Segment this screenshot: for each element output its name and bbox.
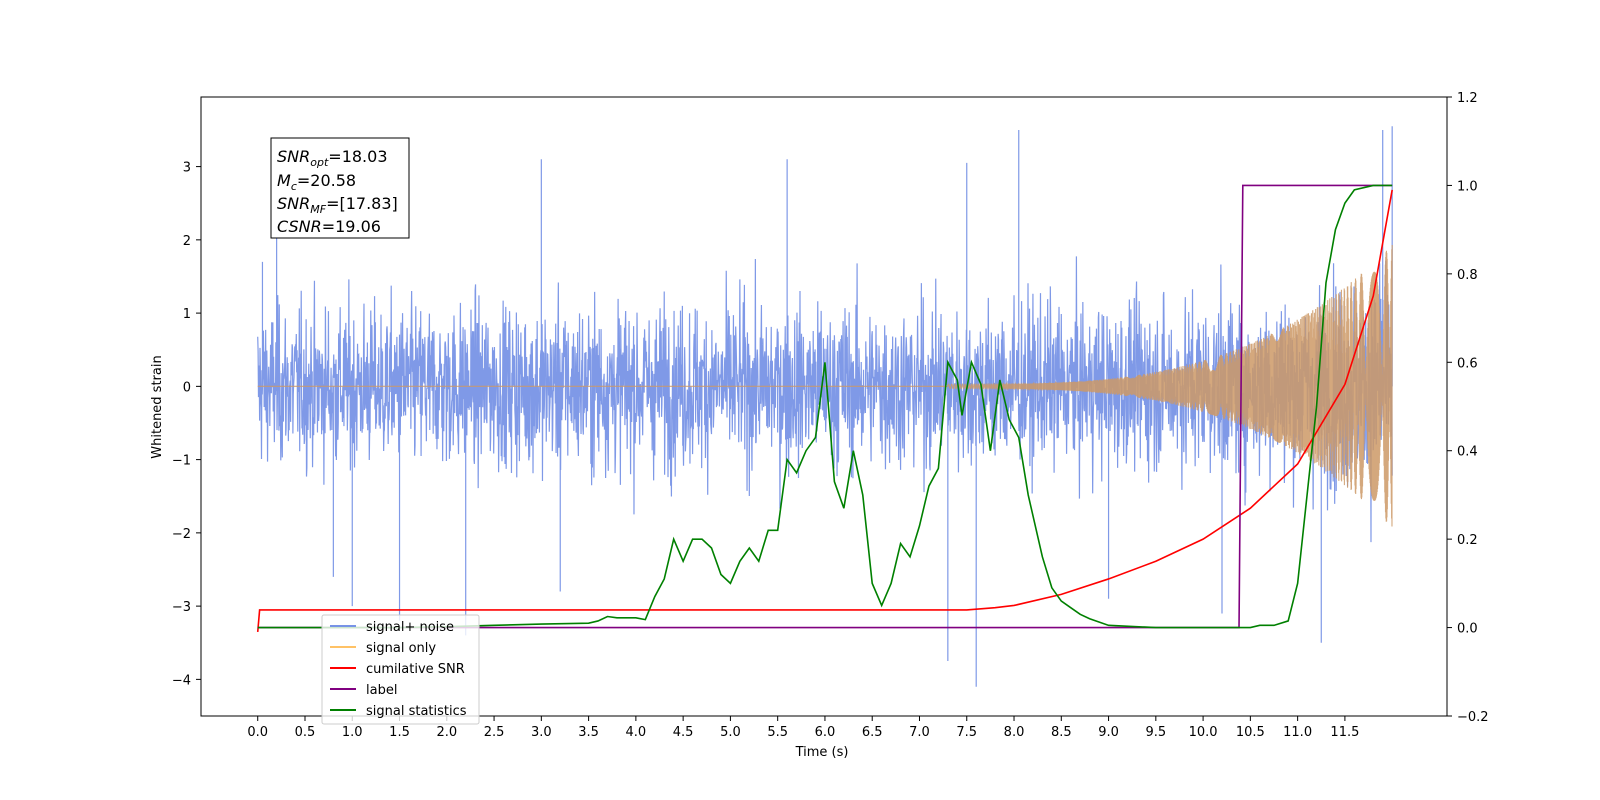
y-tick-label: −3 (172, 600, 191, 615)
x-tick-label: 4.5 (673, 725, 694, 740)
y2-tick-label: 0.2 (1457, 533, 1478, 548)
x-tick-label: 3.0 (531, 725, 552, 740)
series-cumulative-snr (256, 189, 1393, 633)
x-tick-label: 5.5 (767, 725, 788, 740)
y-tick-label: −4 (172, 673, 191, 688)
x-tick-label: 1.5 (389, 725, 410, 740)
legend-label: cumilative SNR (366, 662, 465, 677)
y-axis-label: Whitened strain (150, 355, 165, 458)
annotation-box: SNRopt=18.03 Mc=20.58 SNRMF=[17.83] CSNR… (270, 137, 410, 239)
x-tick-label: 2.0 (436, 725, 457, 740)
x-tick-label: 8.5 (1051, 725, 1072, 740)
x-tick-label: 6.5 (862, 725, 883, 740)
y-axis-left: 3 2 1 0 −1 −2 −3 −4 (172, 161, 201, 688)
y-tick-label: 3 (183, 161, 191, 176)
series-signal-statistics (257, 184, 1393, 629)
legend-label: signal+ noise (366, 620, 454, 635)
x-tick-label: 4.0 (626, 725, 647, 740)
ann-sub: MF (310, 203, 326, 216)
legend-entries: signal+ noise signal only cumilative SNR la… (330, 620, 467, 719)
y-tick-label: 0 (183, 380, 191, 395)
y2-tick-label: 0.4 (1457, 445, 1478, 460)
x-tick-label: 1.0 (342, 725, 363, 740)
x-axis: 0.0 0.5 1.0 1.5 2.0 2.5 3.0 3.5 4.0 4.5 5.0 5.5 6.0 6… (247, 716, 1359, 740)
series-layer (256, 126, 1393, 687)
y2-tick-label: 0.8 (1457, 268, 1478, 283)
ann-value: =20.58 (297, 171, 356, 190)
y-tick-label: −1 (172, 454, 191, 469)
x-tick-label: 10.5 (1236, 725, 1265, 740)
annotation-line-snr-mf: SNRMF=[17.83] (277, 194, 398, 216)
y-tick-label: 2 (183, 234, 191, 249)
y-axis-right: 1.2 1.0 0.8 0.6 0.4 0.2 0.0 −0.2 (1447, 91, 1489, 725)
y-tick-label: 1 (183, 307, 191, 322)
x-tick-label: 5.0 (720, 725, 741, 740)
legend-label: signal statistics (366, 704, 467, 719)
ann-main: M (277, 171, 291, 190)
y2-tick-label: 0.0 (1457, 622, 1478, 637)
legend: signal+ noise signal only cumilative SNR la… (321, 614, 480, 725)
x-tick-label: 9.0 (1098, 725, 1119, 740)
x-tick-label: 11.0 (1283, 725, 1312, 740)
series-label (257, 184, 1393, 629)
plot-frame (200, 96, 1448, 717)
x-tick-label: 0.5 (295, 725, 316, 740)
x-axis-label: Time (s) (795, 745, 849, 760)
ann-value: =[17.83] (326, 194, 398, 213)
ann-value: =19.06 (322, 217, 381, 236)
x-tick-label: 9.5 (1145, 725, 1166, 740)
ann-value: =18.03 (328, 147, 387, 166)
x-tick-label: 7.0 (909, 725, 930, 740)
ann-main: CSNR (277, 217, 322, 236)
legend-label: label (366, 683, 397, 698)
y2-tick-label: −0.2 (1457, 710, 1489, 725)
legend-frame (321, 614, 480, 725)
x-tick-label: 0.0 (247, 725, 268, 740)
ann-main: SNR (277, 194, 310, 213)
ann-main: SNR (277, 147, 310, 166)
ann-sub: c (291, 180, 297, 193)
x-tick-label: 3.5 (578, 725, 599, 740)
annotation-line-snr-opt: SNRopt=18.03 (277, 147, 388, 169)
x-tick-label: 10.0 (1189, 725, 1218, 740)
y2-tick-label: 1.2 (1457, 91, 1478, 106)
x-tick-label: 2.5 (484, 725, 505, 740)
legend-label: signal only (366, 641, 436, 656)
y2-tick-label: 0.6 (1457, 356, 1478, 371)
x-tick-label: 7.5 (956, 725, 977, 740)
y-tick-label: −2 (172, 527, 191, 542)
annotation-line-csnr: CSNR=19.06 (277, 217, 381, 236)
annotation-frame (270, 137, 410, 239)
annotation-line-mc: Mc=20.58 (277, 171, 356, 193)
x-tick-label: 8.0 (1004, 725, 1025, 740)
x-tick-label: 11.5 (1330, 725, 1359, 740)
series-signal-noise (257, 126, 1393, 687)
y2-tick-label: 1.0 (1457, 179, 1478, 194)
ann-sub: opt (310, 156, 329, 169)
x-tick-label: 6.0 (815, 725, 836, 740)
